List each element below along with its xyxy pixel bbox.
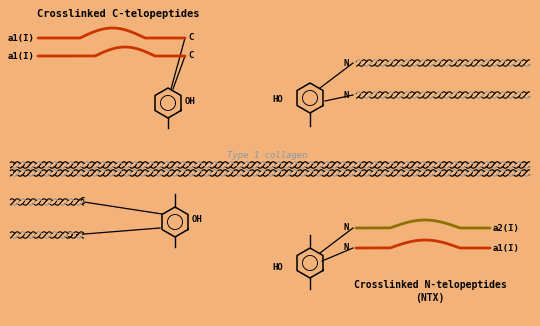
Text: OH: OH [192,215,202,225]
Text: N: N [344,224,349,232]
Text: HO: HO [272,262,283,272]
Text: N: N [344,244,349,253]
Text: C: C [79,198,85,206]
Text: N: N [344,91,349,99]
Text: HO: HO [272,96,283,105]
Text: C: C [188,34,193,42]
Text: Type 1 collagen: Type 1 collagen [227,151,307,159]
Text: OH: OH [185,96,195,106]
Text: N: N [344,58,349,67]
Text: Crosslinked N-telopeptides: Crosslinked N-telopeptides [354,280,507,290]
Text: a1(I): a1(I) [8,34,35,42]
Text: a1(I): a1(I) [493,244,520,253]
Text: C: C [66,230,72,240]
Text: a2(I): a2(I) [493,224,520,232]
Text: a1(I): a1(I) [8,52,35,61]
Text: C: C [188,52,193,61]
Text: (NTX): (NTX) [415,293,444,303]
Text: Crosslinked C-telopeptides: Crosslinked C-telopeptides [37,9,199,19]
